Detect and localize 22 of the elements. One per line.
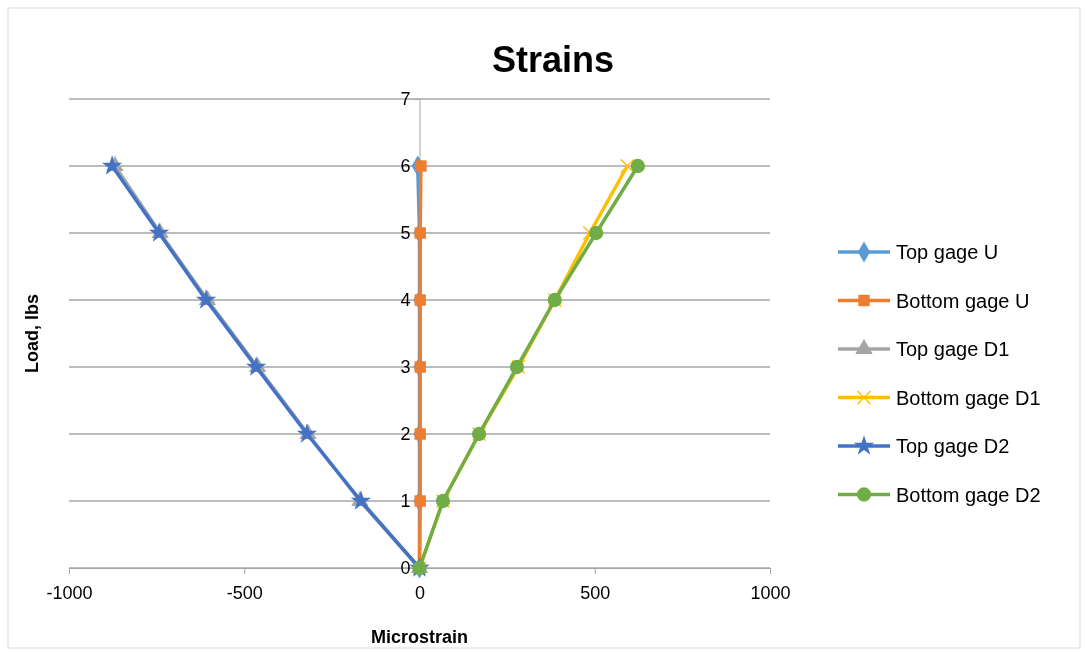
- x-tick-label: 0: [414, 582, 426, 603]
- y-tick-label: 7: [400, 89, 411, 110]
- y-axis-title: Load, lbs: [22, 293, 42, 374]
- y-tick-label: 3: [400, 357, 411, 378]
- x-tick-label: -1000: [46, 582, 93, 603]
- legend-label: Bottom gage U: [896, 289, 1030, 312]
- y-tick-label: 5: [400, 223, 411, 244]
- x-axis-title: Microstrain: [370, 627, 469, 647]
- x-tick-label: -500: [226, 582, 263, 603]
- legend-label: Top gage D1: [896, 338, 1010, 360]
- legend-label: Top gage U: [896, 241, 999, 263]
- y-tick-label: 1: [400, 491, 411, 512]
- x-tick-label: 500: [580, 582, 611, 603]
- x-tick-label: 1000: [750, 582, 791, 603]
- y-tick-label: 0: [400, 558, 411, 579]
- chart-title: Strains: [491, 39, 615, 80]
- legend-label: Bottom gage D2: [896, 483, 1041, 506]
- y-tick-label: 2: [400, 424, 411, 445]
- y-tick-label: 4: [400, 290, 411, 311]
- y-tick-label: 6: [400, 156, 411, 177]
- legend-label: Bottom gage D1: [896, 386, 1041, 409]
- legend-label: Top gage D2: [896, 435, 1010, 457]
